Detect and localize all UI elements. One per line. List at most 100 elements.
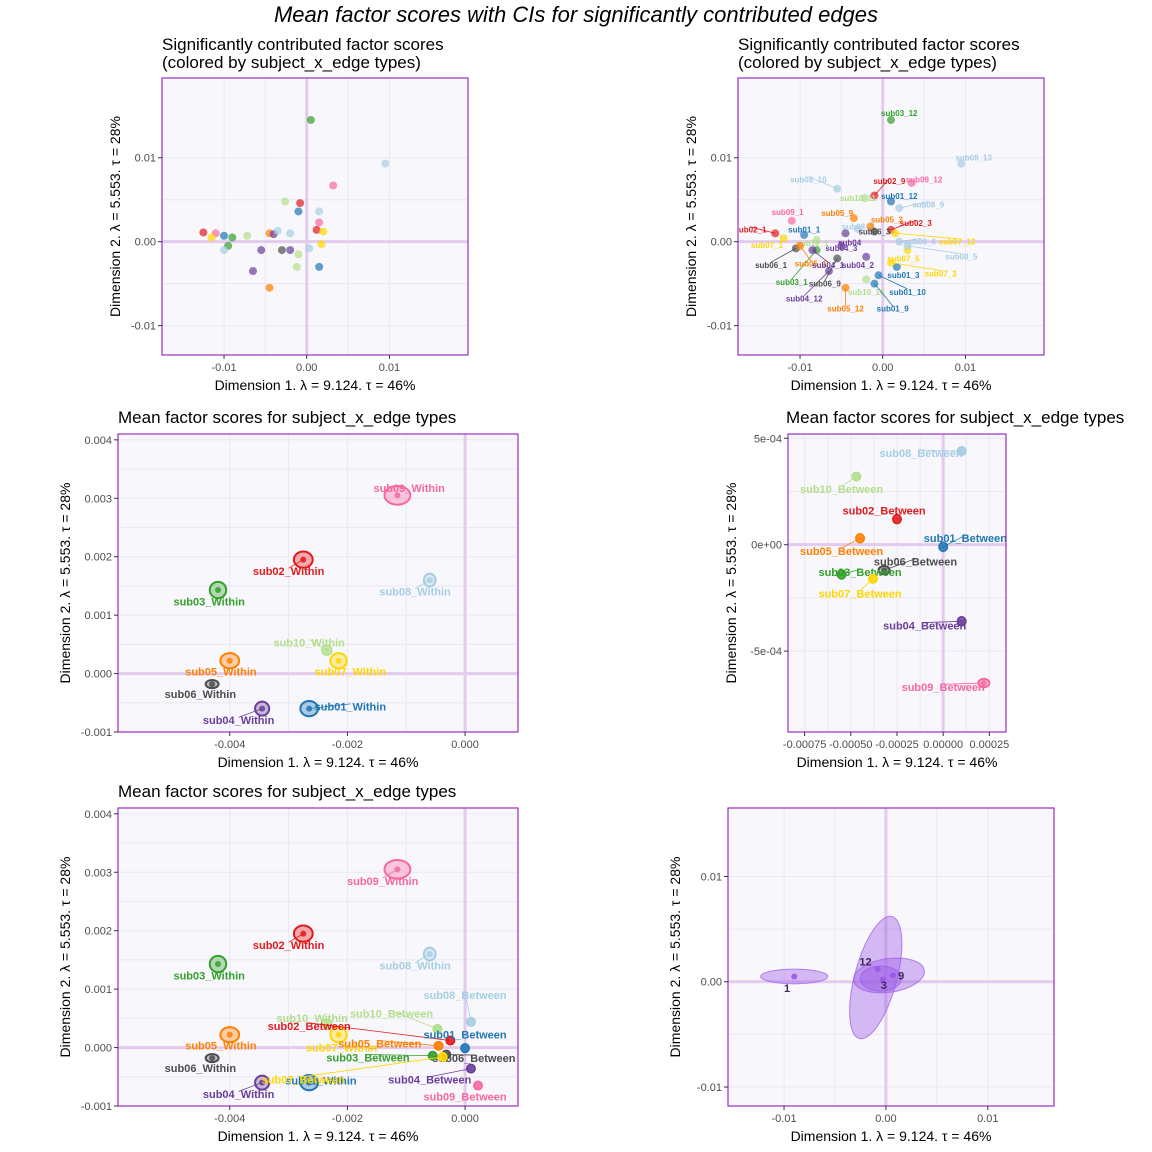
data-label: sub01_9 bbox=[877, 305, 910, 314]
y-tick-label: 0.002 bbox=[84, 926, 112, 938]
data-point bbox=[281, 197, 290, 206]
x-axis-title: Dimension 1. λ = 9.124. τ = 46% bbox=[215, 377, 416, 393]
data-label: sub09_12 bbox=[906, 175, 943, 184]
data-label: sub09_Between bbox=[423, 1092, 506, 1104]
label-leader-line bbox=[943, 682, 984, 685]
data-label: sub08_13 bbox=[955, 154, 992, 163]
y-tick-label: 0.002 bbox=[84, 552, 112, 564]
plot-background bbox=[118, 808, 518, 1106]
label-leader-line bbox=[859, 578, 874, 591]
plot-border bbox=[161, 77, 469, 356]
data-point bbox=[215, 961, 221, 968]
y-tick-label: 0.00 bbox=[135, 237, 156, 249]
data-point bbox=[286, 246, 295, 255]
y-axis-title: Dimension 2. λ = 5.553. τ = 28% bbox=[683, 116, 699, 317]
data-label: sub07_Between bbox=[818, 588, 901, 600]
data-label: sub06_3 bbox=[858, 227, 891, 236]
data-label: sub08_Between bbox=[423, 990, 506, 1002]
plot-border bbox=[727, 807, 1055, 1107]
data-label: sub05_Between bbox=[800, 546, 883, 558]
data-point bbox=[312, 225, 321, 234]
confidence-ellipse bbox=[853, 957, 925, 994]
label-leader-line bbox=[921, 449, 962, 452]
label-leader-line bbox=[824, 258, 838, 281]
data-point bbox=[306, 1079, 313, 1086]
x-tick-label: 0.00 bbox=[296, 362, 317, 374]
data-label: sub05_9 bbox=[821, 209, 854, 218]
label-leader-line bbox=[874, 177, 890, 196]
data-point bbox=[849, 214, 858, 223]
data-label: sub03_12 bbox=[881, 109, 918, 118]
label-leader-line bbox=[943, 534, 966, 548]
panel-title: Mean factor scores for subject_x_edge ty… bbox=[118, 408, 456, 427]
label-leader-line bbox=[812, 249, 829, 263]
data-point bbox=[248, 267, 257, 276]
y-tick-label: 0.004 bbox=[84, 435, 112, 447]
data-label: sub05_12 bbox=[827, 305, 864, 314]
panel-title: Significantly contributed factor scores bbox=[162, 35, 444, 54]
label-leader-line bbox=[309, 1022, 451, 1041]
data-point bbox=[319, 227, 328, 236]
data-label: sub04_3 bbox=[825, 244, 858, 253]
label-leader-line bbox=[899, 238, 921, 243]
label-leader-line bbox=[878, 274, 908, 290]
data-label: sub02_Between bbox=[268, 1021, 351, 1033]
data-point bbox=[812, 236, 821, 245]
label-leader-line bbox=[309, 703, 351, 710]
data-label: sub08_Within bbox=[379, 587, 451, 599]
y-tick-label: 0.001 bbox=[84, 610, 112, 622]
label-leader-line bbox=[414, 579, 430, 590]
label-leader-line bbox=[288, 559, 304, 569]
x-tick-label: 0.01 bbox=[977, 1113, 998, 1125]
data-label: sub09_Between bbox=[902, 682, 985, 694]
data-label: sub10_Within bbox=[276, 1013, 348, 1025]
label-leader-line bbox=[791, 249, 817, 280]
data-point bbox=[315, 262, 324, 271]
data-point bbox=[294, 207, 303, 216]
data-label: sub09_Within bbox=[373, 483, 445, 495]
label-leader-line bbox=[803, 270, 830, 297]
data-point bbox=[475, 1082, 481, 1089]
data-point bbox=[887, 115, 895, 124]
data-point bbox=[207, 233, 216, 242]
x-tick-label: -0.002 bbox=[332, 739, 363, 751]
x-tick-label: 0.01 bbox=[955, 362, 976, 374]
data-label: sub01_12 bbox=[881, 192, 918, 201]
x-tick-label: 0.00 bbox=[872, 362, 893, 374]
data-label: sub10_1 bbox=[796, 239, 829, 248]
data-label: sub08_Within bbox=[379, 961, 451, 973]
data-label: sub07_Within bbox=[306, 1042, 378, 1054]
label-leader-line bbox=[883, 558, 916, 571]
label-leader-line bbox=[238, 708, 263, 718]
data-point bbox=[890, 972, 897, 979]
y-tick-label: 0.003 bbox=[84, 493, 112, 505]
data-label: sub04_Within bbox=[203, 715, 275, 727]
data-label: sub07_5 bbox=[887, 254, 920, 263]
data-label: sub08_Between bbox=[879, 448, 962, 460]
data-label: sub06_1 bbox=[755, 261, 788, 270]
data-label: sub09_1 bbox=[772, 208, 805, 217]
x-axis-title: Dimension 1. λ = 9.124. τ = 46% bbox=[218, 1128, 419, 1144]
data-label: sub05_Within bbox=[185, 667, 257, 679]
label-leader-line bbox=[446, 1054, 474, 1056]
data-label: sub03_Between bbox=[818, 567, 901, 579]
y-tick-label: -0.01 bbox=[707, 321, 732, 333]
label-leader-line bbox=[808, 176, 838, 190]
label-leader-line bbox=[924, 620, 962, 623]
data-label: sub01_10 bbox=[889, 288, 926, 297]
y-tick-label: 0.003 bbox=[84, 867, 112, 879]
y-tick-label: 0.00 bbox=[701, 977, 722, 989]
data-point bbox=[874, 966, 881, 973]
x-tick-label: 0.00 bbox=[875, 1113, 896, 1125]
data-point bbox=[286, 229, 295, 238]
x-tick-label: 0.00025 bbox=[969, 739, 1009, 751]
data-point bbox=[335, 657, 342, 664]
data-point bbox=[853, 225, 862, 234]
x-tick-label: -0.004 bbox=[214, 739, 245, 751]
data-point bbox=[243, 231, 252, 240]
data-label: sub04_12 bbox=[786, 295, 823, 304]
data-label: sub04_Within bbox=[203, 1089, 275, 1101]
data-point bbox=[315, 218, 324, 227]
